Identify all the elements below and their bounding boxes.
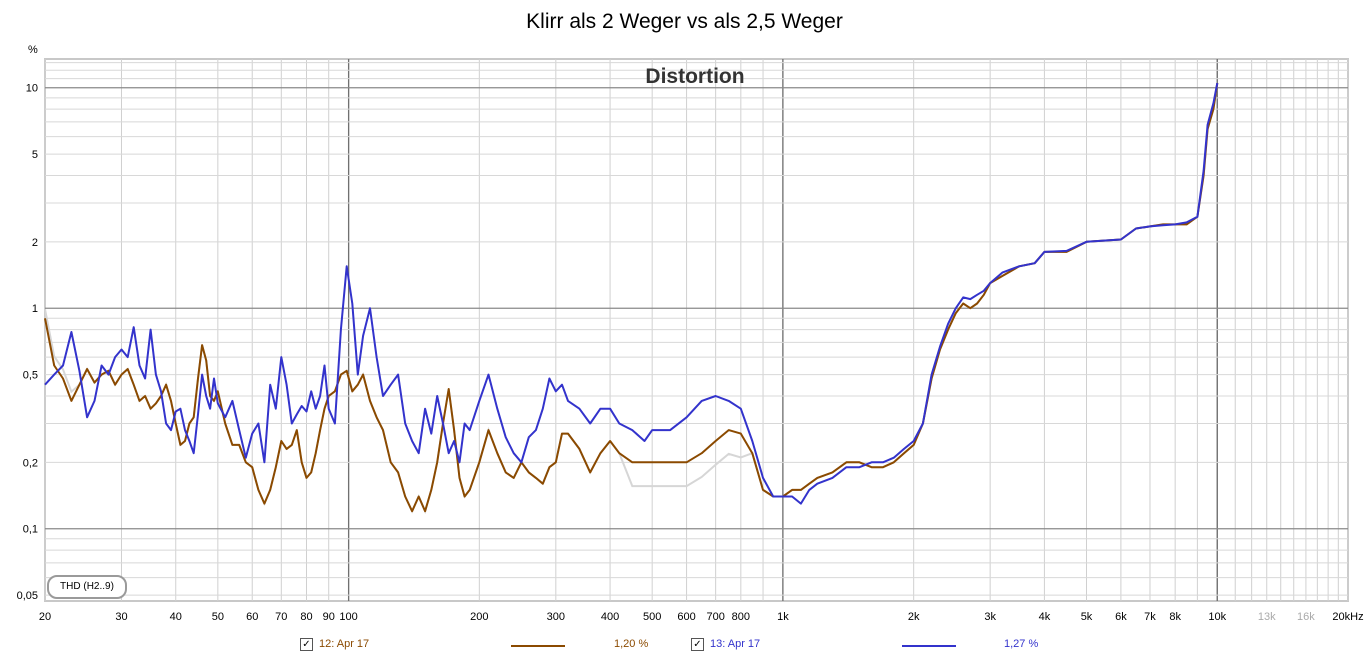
legend-value: 1,20 %	[614, 638, 649, 650]
x-tick-label: 5k	[1081, 611, 1093, 623]
x-tick-label: 500	[643, 611, 661, 623]
x-tick-label: 6k	[1115, 611, 1127, 623]
x-tick-label: 800	[732, 611, 750, 623]
page-title: Klirr als 2 Weger vs als 2,5 Weger	[526, 10, 843, 33]
y-axis-unit-label: %	[28, 44, 38, 56]
series-line-12	[44, 82, 1219, 513]
legend-name: 12: Apr 17	[319, 638, 370, 650]
tick-layer: 20 30 40 50 60 70 80 90 100 200 300 400 500 600 700 800…	[17, 83, 1364, 623]
x-tick-label: 90	[323, 611, 335, 623]
x-tick-label: 8k	[1169, 611, 1181, 623]
y-tick-label: 2	[32, 237, 38, 249]
y-tick-label: 0,2	[23, 457, 38, 469]
x-tick-label: 300	[547, 611, 565, 623]
x-tick-label: 200	[470, 611, 488, 623]
x-tick-label: 13k	[1258, 611, 1276, 623]
x-tick-label: 4k	[1039, 611, 1051, 623]
y-tick-label: 5	[32, 149, 38, 161]
checkbox-icon[interactable]: ✓	[691, 638, 704, 651]
x-tick-label: 40	[170, 611, 182, 623]
legend-line-swatch	[511, 645, 565, 647]
x-tick-label: 1k	[777, 611, 789, 623]
x-tick-label: 30	[115, 611, 127, 623]
checkbox-icon[interactable]: ✓	[300, 638, 313, 651]
x-tick-label: 2k	[908, 611, 920, 623]
y-tick-label: 10	[26, 83, 38, 95]
x-tick-label: 400	[601, 611, 619, 623]
thd-badge[interactable]: THD (H2..9)	[47, 575, 127, 599]
legend-value: 1,27 %	[1004, 638, 1039, 650]
legend-name: 13: Apr 17	[710, 638, 761, 650]
x-tick-label: 20kHz	[1332, 611, 1363, 623]
x-tick-label: 7k	[1144, 611, 1156, 623]
x-tick-label: 70	[275, 611, 287, 623]
x-tick-label: 3k	[984, 611, 996, 623]
y-tick-label: 0,5	[23, 370, 38, 382]
grid-layer	[44, 58, 1349, 602]
series-line-13	[44, 82, 1219, 505]
x-tick-label: 20	[39, 611, 51, 623]
legend-line-swatch	[902, 645, 956, 647]
legend-item-12[interactable]: ✓ 12: Apr 17 1,20 %	[300, 637, 680, 653]
legend-item-13[interactable]: ✓ 13: Apr 17 1,27 %	[691, 637, 1071, 653]
x-tick-label: 16k	[1297, 611, 1315, 623]
series-layer	[44, 82, 1219, 515]
x-tick-label: 600	[677, 611, 695, 623]
x-tick-label: 100	[339, 611, 357, 623]
chart-title: Distortion	[645, 65, 744, 88]
x-tick-label: 50	[212, 611, 224, 623]
x-tick-label: 60	[246, 611, 258, 623]
x-tick-label: 700	[706, 611, 724, 623]
x-tick-label: 10k	[1208, 611, 1226, 623]
y-tick-label: 1	[32, 303, 38, 315]
x-tick-label: 80	[300, 611, 312, 623]
y-tick-label: 0,05	[17, 590, 38, 602]
y-tick-label: 0,1	[23, 524, 38, 536]
